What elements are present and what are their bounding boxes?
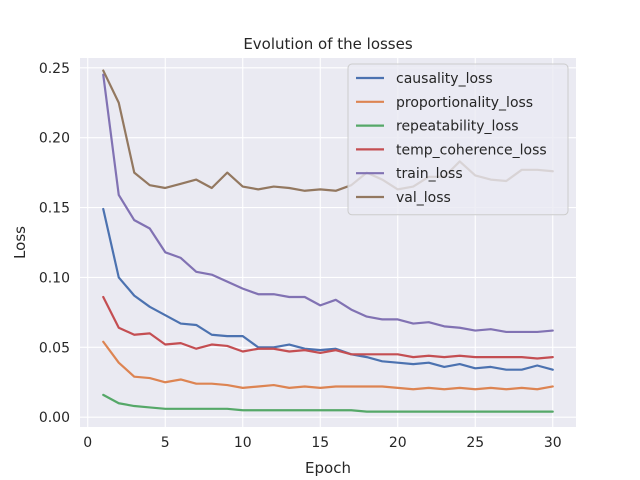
legend: causality_loss proportionality_lossrepeat… xyxy=(347,63,569,216)
x-tick-label: 0 xyxy=(83,435,92,451)
series-line-causality-loss xyxy=(102,207,554,371)
series-line-train-loss xyxy=(102,73,554,334)
y-tick-label: 0.20 xyxy=(39,131,70,147)
y-tick-label: 0.05 xyxy=(39,340,70,356)
legend-label: train_loss xyxy=(396,166,463,182)
series-line-temp-coherence-loss xyxy=(102,295,554,360)
x-tick-label: 15 xyxy=(311,435,329,451)
chart-title: Evolution of the losses xyxy=(243,35,413,53)
legend-label: causality_loss xyxy=(396,71,493,87)
legend-label: temp_coherence_loss xyxy=(396,142,547,158)
x-axis-label: Epoch xyxy=(305,459,351,477)
legend-label: val_loss xyxy=(396,190,451,206)
y-tick-label: 0.25 xyxy=(39,61,70,77)
legend-frame xyxy=(347,63,569,216)
x-axis-ticks: 0 5 10 15 20 25 30 xyxy=(83,435,561,451)
x-tick-label: 20 xyxy=(389,435,407,451)
legend-label: repeatability_loss xyxy=(396,119,519,135)
legend-label: proportionality_loss xyxy=(396,95,533,111)
y-axis-label: Loss xyxy=(11,226,29,259)
series-line-repeatability-loss xyxy=(102,393,554,413)
y-tick-label: 0.00 xyxy=(39,410,70,426)
x-tick-label: 5 xyxy=(161,435,170,451)
y-tick-label: 0.15 xyxy=(39,201,70,217)
x-tick-label: 25 xyxy=(466,435,484,451)
y-axis-ticks: 0.00 0.05 0.10 0.15 0.20 0.25 xyxy=(39,61,70,426)
x-tick-label: 30 xyxy=(544,435,562,451)
x-tick-label: 10 xyxy=(234,435,252,451)
series-line-proportionality-loss xyxy=(102,340,554,391)
y-tick-label: 0.10 xyxy=(39,270,70,286)
